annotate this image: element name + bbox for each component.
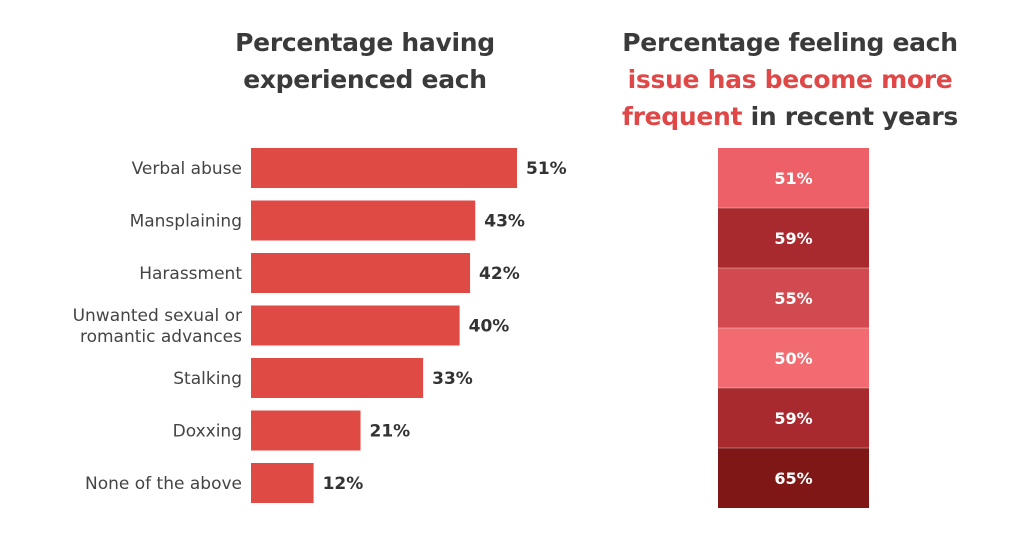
bar-value-label: 40% — [469, 317, 510, 337]
right-title-highlight-1: issue has become more — [627, 65, 953, 94]
category-label: Stalking — [173, 369, 242, 389]
right-chart-title: Percentage feeling each issue has become… — [600, 24, 980, 135]
bar-value-label: 33% — [432, 369, 473, 389]
right-title-highlight-2: frequent — [622, 102, 743, 131]
bar — [251, 463, 314, 503]
bar — [251, 200, 476, 241]
bar — [251, 358, 424, 398]
right-title-rest: in recent years — [742, 102, 959, 131]
frequency-column: 51% 59% 55% 50% 59% 65% — [718, 148, 869, 508]
frequency-cell — [718, 328, 869, 388]
bar — [251, 148, 517, 188]
left-chart-title: Percentage having experienced each — [235, 28, 495, 94]
category-label: Mansplaining — [130, 212, 242, 232]
frequency-cell — [718, 148, 869, 208]
cell-value-label: 50% — [774, 349, 812, 368]
bar — [251, 410, 361, 451]
cell-value-label: 59% — [774, 409, 812, 428]
bar-value-label: 43% — [484, 212, 525, 232]
cell-value-label: 51% — [774, 169, 812, 188]
frequency-cell — [718, 268, 869, 328]
category-label: Unwanted sexual or romantic advances — [73, 306, 243, 347]
bar-value-label: 12% — [323, 474, 364, 494]
frequency-cell — [718, 388, 869, 448]
cell-value-label: 65% — [774, 469, 812, 488]
category-label: Harassment — [139, 264, 242, 284]
cell-value-label: 59% — [774, 229, 812, 248]
category-label: Doxxing — [173, 422, 242, 442]
frequency-cell — [718, 208, 869, 268]
right-title-line1: Percentage feeling each — [622, 28, 958, 57]
bar-chart: Verbal abuse 51% Mansplaining 43% Harassment… — [73, 148, 567, 503]
bar-value-label: 51% — [526, 159, 567, 179]
bar — [251, 305, 460, 346]
bar-value-label: 21% — [370, 422, 411, 442]
frequency-cell — [718, 448, 869, 508]
bar-value-label: 42% — [479, 264, 520, 284]
cell-value-label: 55% — [774, 289, 812, 308]
category-label: None of the above — [85, 474, 242, 494]
bar — [251, 253, 471, 293]
category-label: Verbal abuse — [132, 159, 242, 179]
